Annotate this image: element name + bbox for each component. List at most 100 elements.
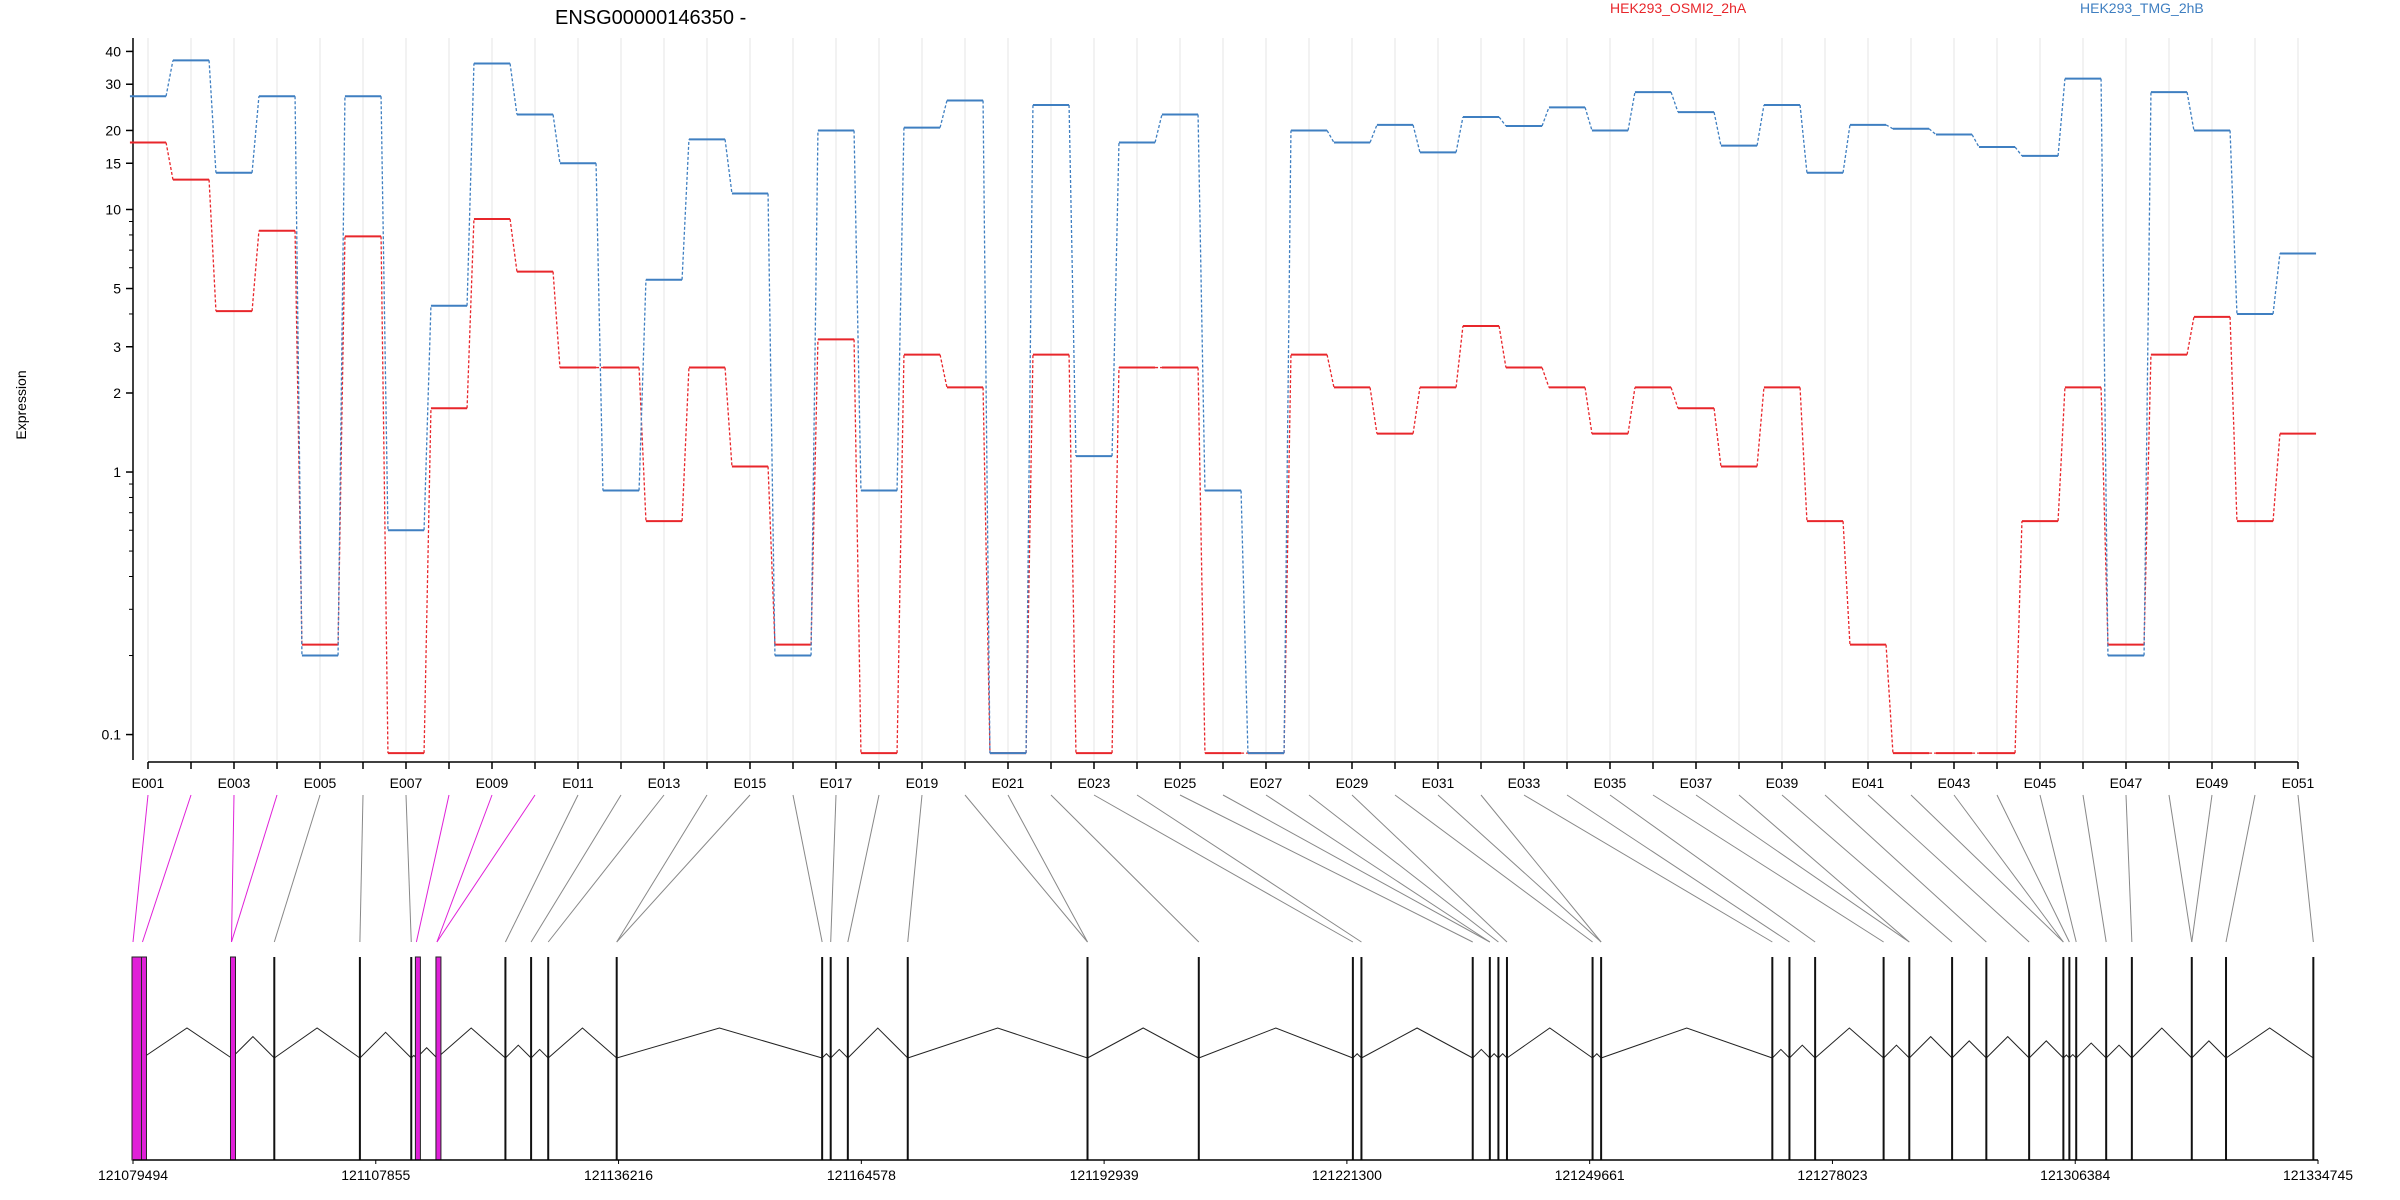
series-connector: [2014, 521, 2023, 754]
series-connector: [1025, 354, 1034, 754]
series-connector: [1584, 387, 1593, 434]
intron-line: [2191, 1040, 2227, 1059]
intron-line: [142, 1027, 232, 1059]
exon-connector: [1523, 794, 1773, 943]
x-tick-label: E027: [1250, 775, 1283, 791]
intron-line: [1087, 1027, 1200, 1059]
exon-connector: [141, 794, 192, 943]
intron-line: [830, 1048, 849, 1059]
series-lines: [129, 59, 2317, 755]
intron-line: [616, 1027, 823, 1059]
x-tick-label: E029: [1336, 775, 1369, 791]
exon-connector: [2297, 794, 2314, 943]
x-tick-label: E013: [648, 775, 681, 791]
series-connector: [595, 163, 604, 491]
intron-line: [907, 1027, 1088, 1059]
intron-line: [2105, 1044, 2133, 1059]
intron-line: [231, 1035, 275, 1059]
series-connector: [810, 130, 819, 656]
exon-connector: [1437, 794, 1602, 943]
series-b: [129, 59, 2317, 755]
series-connector: [1455, 116, 1464, 153]
series-connector: [681, 139, 690, 280]
intron-line: [1198, 1027, 1354, 1059]
exon-connector: [1394, 794, 1593, 943]
exon-connector: [2225, 794, 2256, 943]
exon-highlighted: [435, 956, 442, 1161]
exon-connector: [1308, 794, 1499, 943]
exon-connector: [2125, 794, 2133, 943]
intron-line: [1771, 1048, 1790, 1059]
series-connector: [1670, 91, 1679, 113]
series-connector: [638, 367, 647, 522]
intron-line: [1506, 1027, 1593, 1059]
intron-line: [1472, 1048, 1491, 1059]
series-connector: [2057, 78, 2066, 156]
series-connector: [638, 279, 647, 491]
genomic-axis: 121079494 121107855 121136216 121164578 1211…: [98, 1159, 2353, 1183]
series-connector: [1713, 111, 1722, 146]
intron-line: [1908, 1035, 1953, 1059]
exon-connector: [359, 794, 364, 943]
genomic-tick-label: 121334745: [2283, 1167, 2353, 1183]
series-connector: [2186, 91, 2195, 131]
intron-line: [1951, 1040, 1987, 1059]
x-tick-label: E003: [218, 775, 251, 791]
series-connector: [1240, 490, 1249, 754]
series-connector: [896, 127, 905, 491]
series-connector: [1068, 354, 1077, 754]
x-tick-label: E039: [1766, 775, 1799, 791]
series-connector: [2272, 433, 2281, 522]
x-tick-label: E009: [476, 775, 509, 791]
gene-model: [131, 956, 2315, 1161]
exon-connector: [436, 794, 536, 943]
series-connector: [724, 367, 733, 467]
exon-connector: [530, 794, 622, 943]
intron-line: [1883, 1044, 1910, 1059]
intron-line: [1592, 1053, 1602, 1059]
series-connector: [1885, 124, 1894, 130]
series-connector: [2014, 146, 2023, 157]
exon-connector: [1867, 794, 2030, 943]
series-connector: [2272, 253, 2281, 315]
exon-connector: [2082, 794, 2107, 943]
intron-line: [505, 1044, 532, 1059]
exon-connector: [1953, 794, 2064, 943]
exon-connector: [1351, 794, 1508, 943]
series-connector: [337, 236, 346, 645]
genomic-tick-label: 121164578: [827, 1167, 896, 1183]
series-connector: [2143, 354, 2152, 645]
exon-connector: [415, 794, 450, 943]
series-connector: [208, 60, 217, 173]
series-connector: [380, 96, 389, 531]
exon-connector: [2191, 794, 2213, 943]
series-connector: [1627, 91, 1636, 131]
legend-entry-series-a: HEK293_OSMI2_2hA: [1610, 0, 1747, 16]
series-connector: [1584, 107, 1593, 131]
x-tick-label: E017: [820, 775, 853, 791]
series-connector: [1799, 387, 1808, 522]
exon-connector: [616, 794, 708, 943]
intron-line: [2069, 1053, 2077, 1059]
series-connector: [1541, 367, 1550, 388]
exon-connector: [1781, 794, 1953, 943]
exon-connector: [1910, 794, 2064, 943]
exon-connector: [273, 794, 321, 943]
exon-connector: [1609, 794, 1816, 943]
genomic-tick-label: 121306384: [2040, 1167, 2110, 1183]
series-connector: [853, 339, 862, 754]
series-connector: [1283, 354, 1292, 754]
exon-connector: [1136, 794, 1362, 943]
intron-line: [530, 1048, 549, 1059]
series-connector: [982, 387, 991, 754]
series-connector: [1197, 367, 1206, 754]
series-connector: [1842, 124, 1851, 173]
exon-connector: [1480, 794, 1602, 943]
exon-connector: [504, 794, 579, 943]
series-connector: [1111, 367, 1120, 754]
series-connector: [294, 96, 303, 656]
x-tick-label: E025: [1164, 775, 1197, 791]
series-connector: [1111, 142, 1120, 457]
genomic-tick-label: 121136216: [584, 1167, 653, 1183]
exon-connector: [1093, 794, 1354, 943]
